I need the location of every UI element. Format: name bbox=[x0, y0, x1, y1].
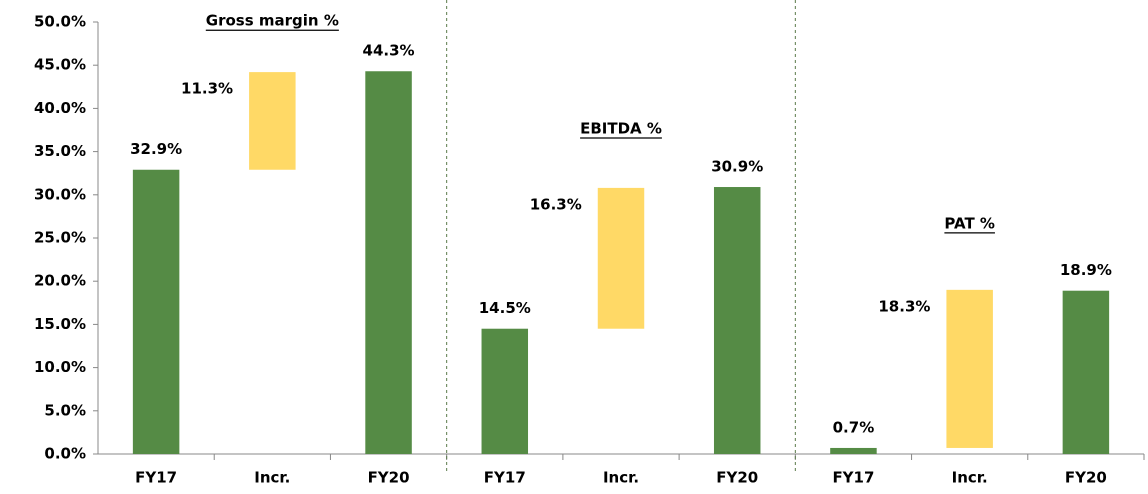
increase-bar bbox=[249, 72, 296, 170]
total-bar bbox=[713, 187, 761, 455]
group-title: Gross margin % bbox=[206, 12, 339, 30]
total-bar bbox=[830, 447, 877, 454]
value-label: 16.3% bbox=[530, 195, 582, 213]
total-bar bbox=[1062, 290, 1110, 454]
value-label: 11.3% bbox=[181, 80, 233, 98]
increase-bar bbox=[946, 289, 993, 448]
group-title: EBITDA % bbox=[580, 120, 662, 138]
y-tick-label: 25.0% bbox=[34, 229, 86, 247]
group-title: PAT % bbox=[944, 214, 995, 232]
value-label: 44.3% bbox=[363, 42, 415, 60]
y-tick-label: 40.0% bbox=[34, 99, 86, 117]
value-label: 14.5% bbox=[479, 299, 531, 317]
x-tick-label: Incr. bbox=[952, 469, 988, 487]
total-bar bbox=[481, 328, 529, 454]
y-tick-label: 35.0% bbox=[34, 142, 86, 160]
y-tick-label: 50.0% bbox=[34, 13, 86, 31]
value-label: 18.3% bbox=[878, 297, 930, 315]
total-bar bbox=[132, 169, 180, 454]
value-label: 18.9% bbox=[1060, 261, 1112, 279]
x-tick-label: FY17 bbox=[832, 469, 874, 487]
y-tick-label: 10.0% bbox=[34, 358, 86, 376]
x-tick-label: FY20 bbox=[716, 469, 758, 487]
y-tick-label: 15.0% bbox=[34, 315, 86, 333]
value-label: 30.9% bbox=[711, 158, 763, 176]
x-tick-label: FY17 bbox=[484, 469, 526, 487]
y-tick-label: 5.0% bbox=[44, 401, 86, 419]
x-tick-label: FY17 bbox=[135, 469, 177, 487]
x-tick-label: Incr. bbox=[254, 469, 290, 487]
increase-bar bbox=[597, 187, 645, 329]
y-tick-label: 45.0% bbox=[34, 56, 86, 74]
x-tick-label: Incr. bbox=[603, 469, 639, 487]
total-bar bbox=[365, 71, 412, 455]
y-tick-label: 0.0% bbox=[44, 445, 86, 463]
value-label: 32.9% bbox=[130, 140, 182, 158]
x-tick-label: FY20 bbox=[368, 469, 410, 487]
y-tick-label: 30.0% bbox=[34, 185, 86, 203]
y-tick-label: 20.0% bbox=[34, 272, 86, 290]
x-tick-label: FY20 bbox=[1065, 469, 1107, 487]
value-label: 0.7% bbox=[833, 418, 875, 436]
